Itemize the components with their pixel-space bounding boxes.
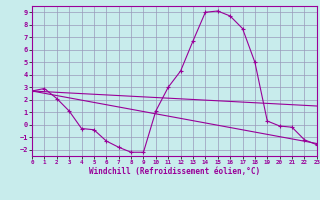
X-axis label: Windchill (Refroidissement éolien,°C): Windchill (Refroidissement éolien,°C) [89, 167, 260, 176]
